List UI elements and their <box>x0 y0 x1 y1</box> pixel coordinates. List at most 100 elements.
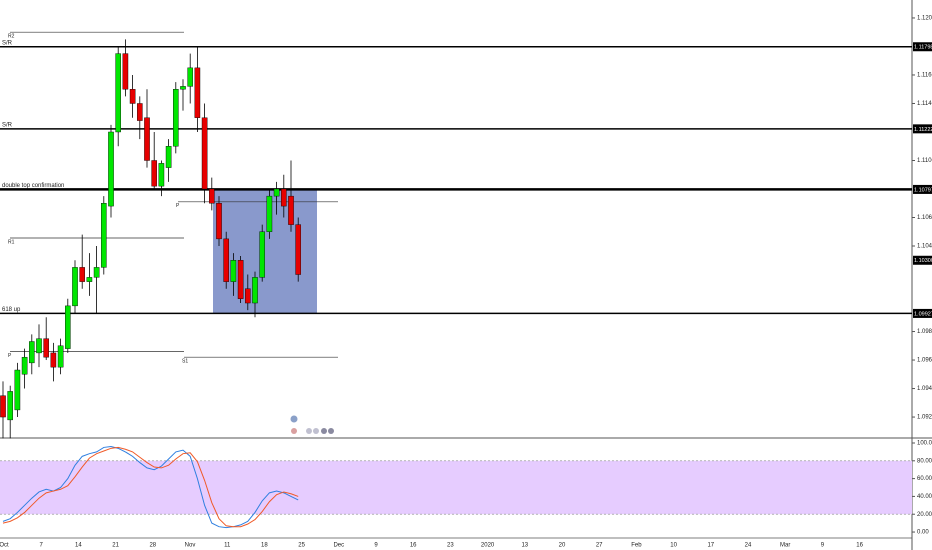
candle-body <box>100 203 107 268</box>
candle-body <box>208 188 215 204</box>
candle <box>43 317 49 361</box>
candle-body <box>223 238 230 282</box>
price-label-box <box>913 124 932 134</box>
candle <box>194 46 201 132</box>
price-label: 1.11798 <box>914 45 932 51</box>
candle <box>244 274 251 311</box>
candle <box>64 298 71 353</box>
price-tick-label: 1.11000 <box>917 158 932 164</box>
sr-level-label: double top confirmation <box>2 183 64 189</box>
candle <box>79 234 85 289</box>
time-tick-label: 16 <box>856 543 863 549</box>
candle <box>57 338 64 375</box>
candle <box>295 217 302 282</box>
candle-body <box>273 188 280 197</box>
sr-level-label: S/R <box>2 40 13 46</box>
candle <box>223 231 230 289</box>
candle-body <box>259 231 266 278</box>
candle <box>136 96 143 140</box>
candle <box>0 381 6 439</box>
event-icon[interactable] <box>321 428 327 434</box>
sr-level-label: 618 up <box>2 307 21 313</box>
candle <box>252 271 258 318</box>
candle-body <box>129 89 136 104</box>
candle-body <box>194 67 201 118</box>
oscillator-line <box>2 446 299 528</box>
oscillator-line <box>2 446 299 529</box>
oscillator-tick-label: 100.00 <box>917 441 932 447</box>
time-tick-label: 25 <box>298 543 305 549</box>
candle-body <box>165 146 172 168</box>
candle <box>259 224 266 282</box>
candle-body <box>122 53 129 90</box>
candle <box>266 188 273 239</box>
candle-body <box>252 277 258 304</box>
candle <box>281 174 287 218</box>
candle-body <box>158 163 165 187</box>
price-tick-label: 1.09800 <box>917 329 932 335</box>
event-icon[interactable] <box>328 428 334 434</box>
candle <box>230 253 237 296</box>
candle <box>187 53 194 104</box>
candle <box>93 246 100 313</box>
price-label-box <box>913 42 932 52</box>
price-label-box <box>913 308 932 318</box>
time-tick-label: 10 <box>670 543 677 549</box>
time-tick-label: 28 <box>149 543 156 549</box>
event-icon[interactable] <box>306 428 312 434</box>
candle-body <box>36 338 42 354</box>
time-tick-label: Dec <box>333 543 344 549</box>
candle-body <box>288 195 294 225</box>
last-price-label: 1.10300 <box>914 258 932 264</box>
candle <box>237 255 244 304</box>
candle-body <box>281 188 287 207</box>
pivot-label: P <box>8 353 12 359</box>
event-icon[interactable] <box>313 428 319 434</box>
candle <box>273 181 280 215</box>
pivot-label: R2 <box>8 34 15 40</box>
candle-body <box>93 267 100 278</box>
candle <box>86 253 93 296</box>
last-price-box <box>913 255 932 265</box>
event-icon[interactable] <box>291 428 297 434</box>
candle <box>216 196 222 247</box>
candle-body <box>21 356 28 375</box>
price-tick-label: 1.12000 <box>917 16 932 22</box>
candle <box>151 131 158 189</box>
candle-body <box>29 341 35 364</box>
candle <box>108 124 114 218</box>
pivot-label: P <box>176 203 180 209</box>
candle-body <box>14 369 21 411</box>
candle-body <box>244 288 251 304</box>
time-tick-label: 11 <box>224 543 231 549</box>
oscillator-band <box>0 460 912 515</box>
candle <box>180 79 186 111</box>
candle-body <box>201 117 208 190</box>
candle <box>122 39 129 97</box>
candle-body <box>72 267 78 307</box>
candle-body <box>187 67 194 87</box>
price-tick-label: 1.11600 <box>917 73 932 79</box>
time-tick-label: 24 <box>745 543 752 549</box>
oscillator-tick-label: 40.00 <box>917 494 932 500</box>
time-tick-label: 13 <box>521 543 528 549</box>
candle-body <box>43 338 49 358</box>
event-icons[interactable] <box>290 415 335 435</box>
price-label: 1.11222 <box>914 127 932 133</box>
candle-body <box>266 195 273 232</box>
candle-body <box>0 395 6 418</box>
candle-body <box>86 277 93 282</box>
candle-body <box>115 53 121 133</box>
candle-body <box>295 224 302 275</box>
price-label: 1.09927 <box>914 311 932 317</box>
time-tick-label: 9 <box>821 543 825 549</box>
price-tick-label: 1.09600 <box>917 358 932 364</box>
candle-body <box>144 117 150 161</box>
candle <box>201 103 208 204</box>
price-tick-label: 1.10600 <box>917 215 932 221</box>
candle-body <box>136 103 143 121</box>
candle <box>288 160 294 232</box>
candle-body <box>230 260 237 282</box>
event-icon[interactable] <box>290 415 298 423</box>
